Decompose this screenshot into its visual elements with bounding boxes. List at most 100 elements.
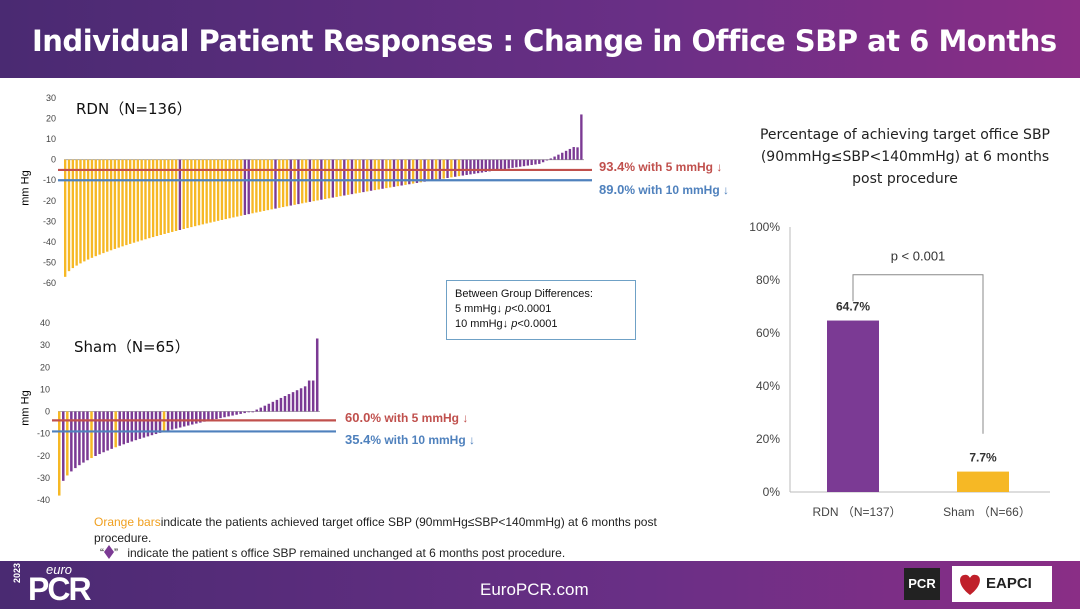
sham-label: Sham（N=65） [74,338,190,356]
pct-bar [827,320,879,492]
patient-bar [213,159,216,222]
footer-site[interactable]: EuroPCR.com [480,580,589,599]
patient-bar [186,411,190,426]
patient-bar [255,409,259,412]
patient-bar [315,338,319,412]
bar-value-label: 64.7% [836,300,870,314]
patient-bar [138,411,142,439]
patient-bar [209,159,212,223]
patient-bar [216,159,220,221]
patient-bar [90,411,93,459]
patient-bar [287,394,291,412]
y-tick-label: 30 [46,93,56,103]
patient-bar [174,159,178,231]
patient-bar [311,380,315,412]
patient-bar [130,411,134,442]
y-tick-label: 40 [40,318,50,328]
patient-bar [461,159,465,176]
patient-bar [301,159,304,204]
patient-bar [140,159,143,241]
patient-bar [469,159,472,175]
y-tick-label: -40 [37,495,50,505]
pcr-logo: PCR [904,568,940,600]
patient-bar [259,159,262,212]
footer-bar [0,561,1080,609]
patient-bar [86,411,89,461]
patient-bar [454,159,457,177]
patient-bar [480,159,484,173]
y-tick-label: 20 [46,114,56,124]
pct-bar [957,471,1009,492]
patient-bar [450,159,453,178]
y-tick-label: 60% [756,326,780,340]
y-tick-label: 20 [40,362,50,372]
patient-bar [163,159,166,234]
patient-bar [201,159,205,225]
patient-bar [110,411,113,449]
patient-bar [71,159,75,269]
right-chart-title: Percentage of achieving target office SB… [759,127,1050,187]
patient-bar [228,159,231,219]
y-tick-label: -30 [43,216,56,226]
patient-bar [190,159,193,228]
patient-bar [534,159,537,165]
patient-bar [291,392,295,412]
patient-bar [279,397,283,412]
patient-bar [285,159,289,207]
patient-bar [259,407,263,412]
patient-bar [270,159,273,210]
patient-bar [66,411,69,476]
y-tick-label: -10 [43,175,56,185]
patient-bar [134,411,138,441]
patient-bar [186,159,189,229]
patient-bar [488,159,491,172]
patient-bar [102,159,105,254]
patient-bar [136,159,140,242]
europcr-year: 2023 [12,563,22,584]
patient-bar [231,411,234,416]
patient-bar [297,159,300,205]
europcr-logo: PCR [28,571,92,607]
patient-bar [117,159,120,248]
patient-bar [219,411,222,419]
patient-bar [195,411,198,424]
patient-bar [275,399,279,412]
patient-bar [389,159,392,188]
patient-bar [564,150,568,160]
patient-bar [171,159,174,232]
patient-bar [307,380,311,412]
y-tick-label: -20 [37,451,50,461]
patient-bar [549,158,552,160]
patient-bar [67,159,71,272]
patient-bar [109,159,113,251]
patient-bar [158,411,162,433]
patient-bar [182,411,186,427]
patient-bar [515,159,518,168]
patient-bar [83,159,86,262]
patient-bar [526,159,530,166]
patient-bar [362,159,365,193]
patient-bar [167,159,170,233]
patient-bar [263,405,267,412]
rdn-label: RDN（N=136） [76,100,192,118]
patient-bar [457,159,461,177]
patient-bar [159,159,162,235]
patient-bar [281,159,285,208]
europcr-euro: euro [46,562,73,577]
patient-bar [203,411,206,422]
patient-bar [154,411,158,435]
heart-icon [960,574,980,595]
rdn-ylabel: mm Hg [19,170,32,206]
patient-bar [62,411,65,481]
patient-bar [178,159,182,230]
significance-bracket [852,274,984,434]
patient-bar [369,159,373,191]
patient-bar [299,388,303,412]
patient-bar [496,159,499,171]
patient-bar [262,159,266,211]
sham-ylabel: mm Hg [19,390,32,426]
patient-bar [247,159,250,215]
patient-bar [507,159,510,169]
patient-bar [194,159,197,227]
sham-10mmhg-label: 35.4% with 10 mmHg ↓ [345,432,475,447]
